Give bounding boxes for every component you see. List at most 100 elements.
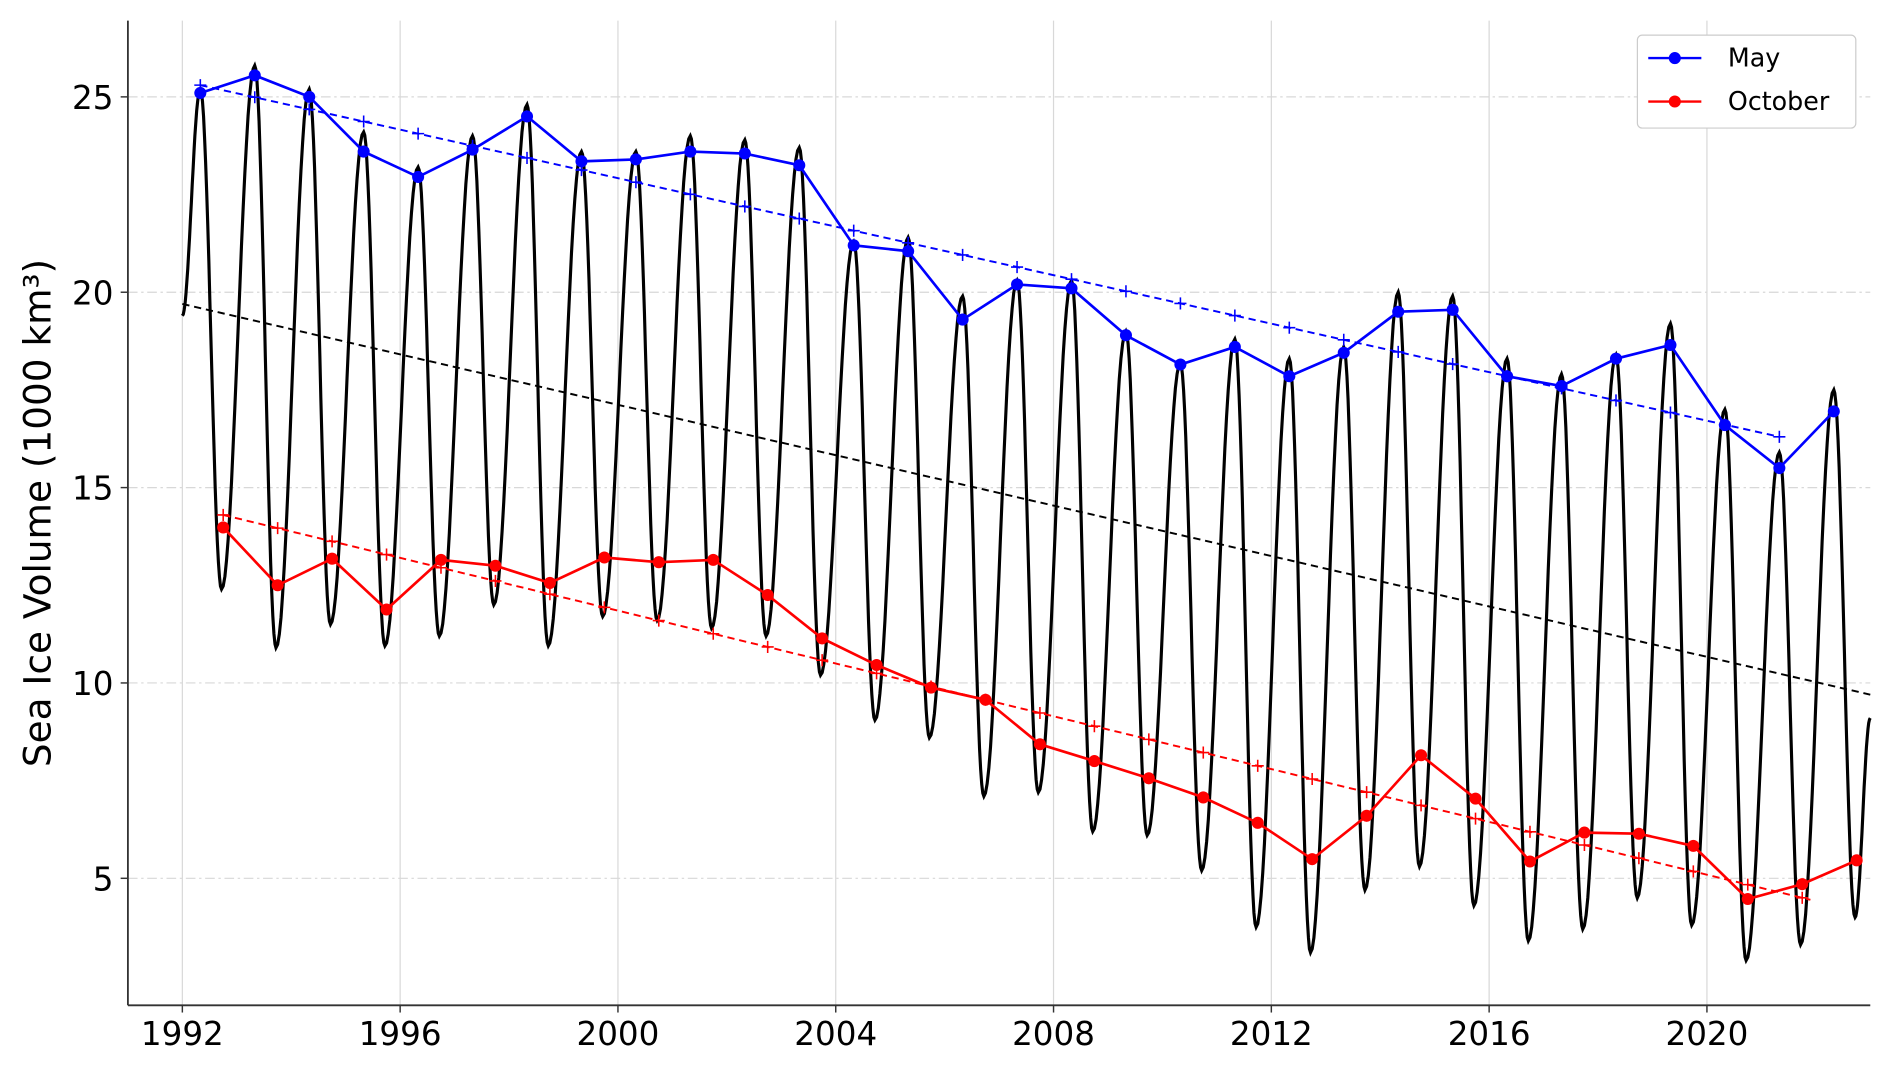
october-point — [761, 589, 774, 602]
may-point — [1119, 329, 1132, 342]
october-point — [1142, 772, 1155, 785]
may-point — [194, 86, 207, 99]
x-tick-label: 2000 — [577, 1015, 660, 1053]
october-trend-marker — [380, 548, 393, 561]
may-point — [1501, 370, 1514, 383]
october-trend-marker — [1687, 865, 1700, 878]
x-tick-label: 2008 — [1012, 1015, 1095, 1053]
legend-may-label: May — [1728, 43, 1780, 73]
may-point — [847, 239, 860, 252]
october-trend-marker — [761, 640, 774, 654]
october-point — [1578, 826, 1591, 839]
may-trend-marker — [520, 151, 534, 164]
october-trend-marker — [1360, 786, 1373, 799]
may-point — [575, 155, 588, 168]
y-tick-label: 25 — [72, 79, 113, 117]
october-point — [1033, 738, 1046, 751]
may-point — [1174, 358, 1187, 371]
october-trend-marker — [816, 654, 829, 667]
legend-october-marker — [1668, 95, 1681, 108]
may-point — [303, 90, 316, 103]
daily-volume-line — [181, 61, 1872, 965]
may-trend-marker — [357, 115, 370, 128]
october-point — [326, 552, 339, 565]
may-point — [1283, 370, 1296, 383]
october-point — [1687, 839, 1700, 852]
october-point — [816, 632, 829, 645]
october-point — [979, 693, 992, 706]
october-trend-marker — [1796, 891, 1809, 904]
october-point — [924, 681, 938, 694]
october-trend-marker — [1415, 799, 1428, 812]
may-trend-marker — [303, 103, 316, 116]
may-trend-marker — [1337, 333, 1350, 346]
october-point — [1741, 892, 1754, 906]
may-point — [1827, 405, 1840, 418]
may-point — [412, 170, 425, 184]
may-trend-marker — [1283, 321, 1296, 334]
may-point — [1065, 282, 1078, 295]
may-point — [1446, 303, 1459, 316]
october-point — [1088, 755, 1101, 768]
october-trend-marker — [1197, 746, 1210, 759]
may-point — [357, 145, 370, 158]
may-trend-marker — [629, 176, 642, 189]
october-point — [380, 603, 393, 616]
october-point — [489, 559, 502, 572]
x-tick-label: 2004 — [794, 1015, 877, 1053]
may-point — [684, 145, 697, 158]
grid — [127, 20, 1871, 1006]
may-point — [1609, 352, 1623, 365]
may-point — [248, 69, 261, 82]
x-tick-label: 2020 — [1665, 1015, 1748, 1053]
x-tick-label: 1992 — [141, 1015, 224, 1053]
may-trend-marker — [1011, 261, 1024, 274]
october-trend-line — [222, 514, 1811, 901]
may-trend-marker — [684, 188, 697, 201]
october-point — [1469, 792, 1482, 805]
october-trend-marker — [326, 535, 339, 548]
may-point — [1773, 462, 1786, 475]
october-trend-marker — [1088, 720, 1101, 733]
october-trend-marker — [1578, 838, 1591, 852]
october-point — [217, 521, 230, 534]
october-trend-marker — [271, 522, 284, 535]
may-point — [466, 143, 479, 156]
may-trend-marker — [738, 200, 751, 213]
y-tick-label: 5 — [93, 860, 114, 898]
october-point — [1632, 827, 1645, 840]
may-point — [1718, 419, 1731, 432]
may-trend-marker — [1446, 358, 1459, 371]
legend: May October — [1636, 34, 1857, 129]
may-trend-marker — [793, 212, 806, 225]
legend-may-marker — [1668, 52, 1681, 65]
may-point — [1228, 340, 1241, 353]
may-trend-marker — [1392, 345, 1405, 358]
october-trend-marker — [543, 588, 556, 601]
october-trend-marker — [1142, 733, 1155, 746]
may-trend-marker — [847, 224, 860, 237]
may-trend-marker — [248, 91, 261, 104]
october-trend-marker — [598, 601, 611, 614]
x-tick-label: 2012 — [1230, 1015, 1313, 1053]
october-trend-marker — [217, 508, 230, 521]
october-point — [1523, 855, 1537, 868]
axes — [126, 20, 1871, 1007]
october-point — [1306, 853, 1319, 866]
may-point — [738, 147, 751, 160]
may-point — [1664, 338, 1677, 352]
october-point — [870, 658, 883, 672]
may-trend-marker — [956, 248, 969, 261]
may-point — [520, 110, 534, 123]
october-point — [1197, 791, 1210, 804]
may-point — [1555, 379, 1568, 393]
october-point — [434, 553, 448, 566]
may-trend-marker — [1664, 406, 1677, 419]
may-point — [902, 245, 915, 258]
x-tick-label: 1996 — [359, 1015, 442, 1053]
october-trend-marker — [1632, 852, 1645, 865]
may-point — [956, 313, 969, 326]
may-trend-marker — [1609, 394, 1623, 407]
october-point — [543, 576, 556, 589]
